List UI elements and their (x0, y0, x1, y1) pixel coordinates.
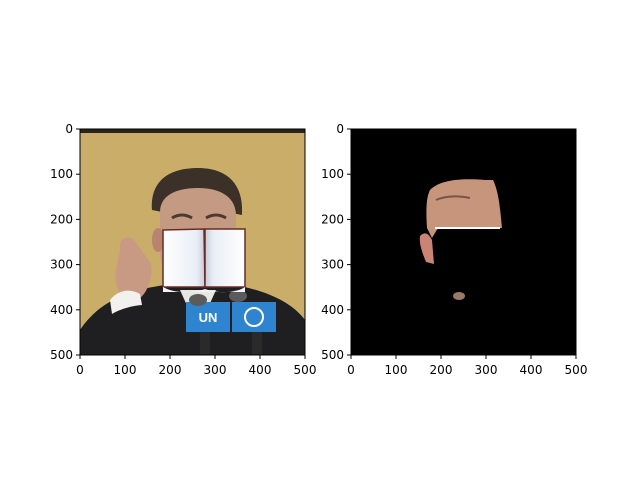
y-tick-label: 200 (321, 212, 344, 226)
book-occluder (162, 228, 246, 293)
left-image: UN (80, 129, 305, 355)
mic-flag-1 (186, 302, 230, 332)
left-eyebrow (171, 213, 193, 220)
mask-background (351, 129, 576, 355)
x-tick-label: 100 (114, 363, 137, 377)
book-edge (163, 287, 245, 293)
un-emblem-icon (244, 307, 264, 327)
x-tick-label: 200 (159, 363, 182, 377)
x-tick-label: 100 (385, 363, 408, 377)
y-tick-label: 200 (50, 212, 73, 226)
x-tick-label: 300 (204, 363, 227, 377)
y-tick-label: 100 (321, 167, 344, 181)
x-tick-label: 500 (565, 363, 588, 377)
y-tick-label: 300 (50, 258, 73, 272)
x-tick-label: 300 (475, 363, 498, 377)
y-tick-label: 0 (336, 122, 344, 136)
mic-head-2 (229, 290, 247, 302)
x-tick-label: 400 (520, 363, 543, 377)
left-ear (152, 228, 164, 252)
shirt-cuff (110, 290, 142, 314)
microphones: UN (186, 290, 276, 355)
y-tick-label: 400 (50, 303, 73, 317)
x-tick-label: 500 (294, 363, 317, 377)
right-image (351, 129, 576, 355)
y-tick-label: 500 (321, 348, 344, 362)
mic-stem-1 (200, 332, 210, 355)
mask-cheek-region (419, 233, 434, 264)
x-tick-label: 200 (430, 363, 453, 377)
x-tick-label: 0 (347, 363, 355, 377)
right-eyebrow (205, 213, 227, 220)
top-border (80, 129, 305, 133)
y-tick-label: 100 (50, 167, 73, 181)
right-axes-frame (350, 128, 577, 356)
mask-forehead-region (426, 179, 502, 238)
x-tick-label: 0 (76, 363, 84, 377)
y-tick-label: 0 (65, 122, 73, 136)
mic-label-1: UN (199, 310, 218, 325)
hand (115, 237, 152, 300)
y-tick-label: 400 (321, 303, 344, 317)
y-tick-label: 500 (50, 348, 73, 362)
left-axes-frame (79, 128, 306, 356)
mic-head-1 (189, 294, 207, 306)
mask-chin-fragment (453, 292, 465, 300)
y-tick-label: 300 (321, 258, 344, 272)
book-right-page (204, 228, 246, 288)
book-left-page (162, 228, 206, 288)
x-tick-label: 400 (249, 363, 272, 377)
mic-stem-2 (252, 332, 262, 355)
hair (151, 168, 243, 215)
mic-flag-2 (232, 302, 276, 332)
mask-brow-line (435, 195, 471, 201)
